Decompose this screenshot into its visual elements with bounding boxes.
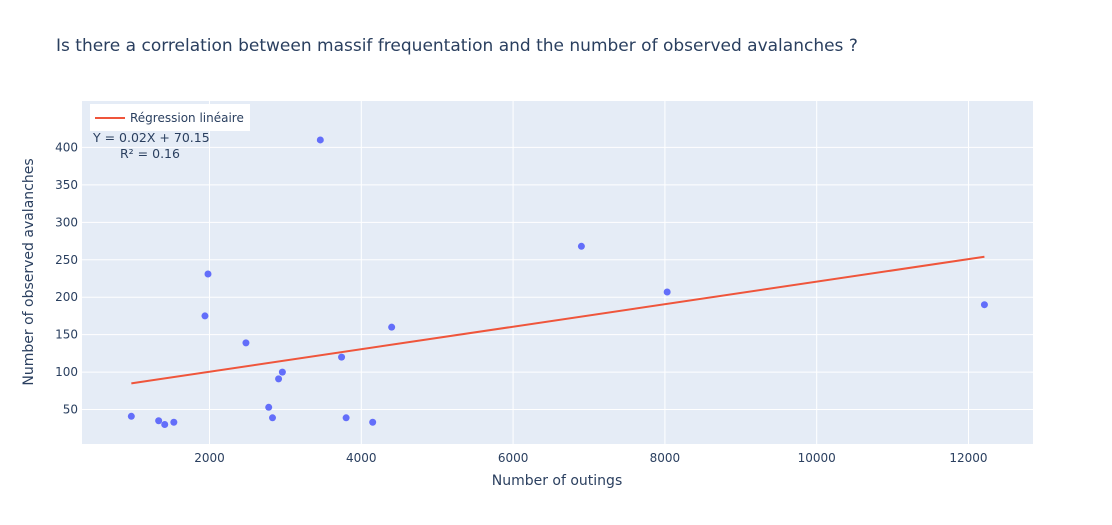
y-axis-title: Number of observed avalanches xyxy=(21,158,37,385)
data-point[interactable] xyxy=(265,403,273,411)
y-tick-label: 150 xyxy=(55,328,78,342)
y-tick-label: 350 xyxy=(55,178,78,192)
chart-title: Is there a correlation between massif fr… xyxy=(56,36,858,56)
data-point[interactable] xyxy=(278,368,286,376)
series-layer xyxy=(127,136,988,429)
data-point[interactable] xyxy=(201,312,209,320)
data-point[interactable] xyxy=(980,301,988,309)
grid-lines xyxy=(82,101,1033,444)
y-tick-label: 300 xyxy=(55,215,78,229)
data-point[interactable] xyxy=(127,412,135,420)
data-point[interactable] xyxy=(388,323,396,331)
regression-equation-annotation: Y = 0.02X + 70.15 xyxy=(92,130,210,145)
r-squared-annotation: R² = 0.16 xyxy=(120,146,180,161)
data-point[interactable] xyxy=(663,288,671,296)
y-tick-label: 50 xyxy=(63,403,78,417)
legend[interactable]: Régression linéaire xyxy=(90,104,250,131)
x-axis-title: Number of outings xyxy=(492,473,623,489)
data-point[interactable] xyxy=(204,270,212,278)
regression-line[interactable] xyxy=(131,255,985,385)
data-point[interactable] xyxy=(242,339,250,347)
data-point[interactable] xyxy=(170,418,178,426)
x-tick-label: 10000 xyxy=(798,451,836,465)
x-tick-label: 2000 xyxy=(194,451,225,465)
y-tick-label: 200 xyxy=(55,290,78,304)
legend-label-regression: Régression linéaire xyxy=(130,111,244,125)
data-point[interactable] xyxy=(316,136,324,144)
data-point[interactable] xyxy=(155,417,163,425)
x-axis-ticks: 2000 4000 6000 8000 10000 12000 xyxy=(194,451,987,465)
x-tick-label: 12000 xyxy=(949,451,987,465)
data-point[interactable] xyxy=(269,414,277,422)
data-point[interactable] xyxy=(338,353,346,361)
y-tick-label: 100 xyxy=(55,365,78,379)
y-axis-ticks: 50 100 150 200 250 300 350 400 xyxy=(55,140,78,416)
x-tick-label: 8000 xyxy=(650,451,681,465)
data-point[interactable] xyxy=(577,242,585,250)
x-tick-label: 6000 xyxy=(498,451,529,465)
plot-area xyxy=(82,101,1033,444)
y-tick-label: 250 xyxy=(55,253,78,267)
y-tick-label: 400 xyxy=(55,140,78,154)
data-point[interactable] xyxy=(275,375,283,383)
data-point[interactable] xyxy=(369,418,377,426)
x-tick-label: 4000 xyxy=(346,451,377,465)
data-point[interactable] xyxy=(342,414,350,422)
data-point[interactable] xyxy=(161,421,169,429)
